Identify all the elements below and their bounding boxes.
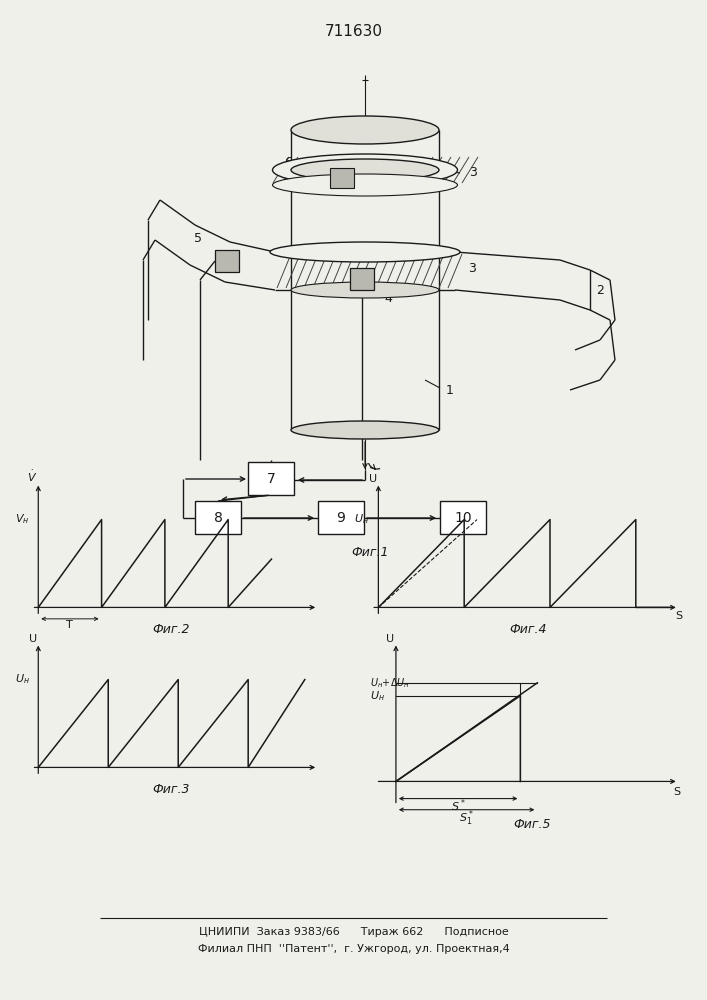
Text: Фиг.3: Фиг.3 (153, 783, 190, 796)
Text: U: U (29, 634, 37, 644)
Text: 3: 3 (469, 166, 477, 180)
Text: ЦНИИПИ  Заказ 9383/66      Тираж 662      Подписное: ЦНИИПИ Заказ 9383/66 Тираж 662 Подписное (199, 927, 509, 937)
Text: U: U (369, 474, 377, 484)
Text: S: S (675, 611, 682, 621)
Text: 5: 5 (194, 232, 202, 244)
Text: 10: 10 (454, 511, 472, 525)
Text: $U_н$: $U_н$ (354, 513, 369, 526)
Text: $V_н$: $V_н$ (16, 513, 30, 526)
Text: $\dot{V}$: $\dot{V}$ (27, 469, 37, 484)
Bar (440, 501, 486, 534)
Text: $U_н$: $U_н$ (15, 673, 30, 686)
Text: $S^*$: $S^*$ (450, 798, 466, 814)
Text: 7: 7 (267, 472, 275, 486)
Bar (215, 250, 239, 272)
Text: 8: 8 (214, 511, 223, 525)
Text: Филиал ПНП  ''Патент'',  г. Ужгород, ул. Проектная,4: Филиал ПНП ''Патент'', г. Ужгород, ул. П… (198, 944, 510, 954)
Text: 1: 1 (446, 383, 454, 396)
Text: U: U (385, 634, 394, 644)
Text: Фиг.2: Фиг.2 (153, 623, 190, 636)
Bar (350, 268, 374, 290)
Ellipse shape (291, 116, 439, 144)
Bar (330, 168, 354, 188)
Ellipse shape (270, 242, 460, 262)
Text: 4: 4 (384, 292, 392, 304)
Ellipse shape (291, 421, 439, 439)
Ellipse shape (291, 282, 439, 298)
Bar (318, 501, 364, 534)
Text: $U_н$$+$$\Delta U_н$: $U_н$$+$$\Delta U_н$ (370, 676, 410, 690)
Text: 2: 2 (596, 284, 604, 296)
Bar (248, 462, 294, 495)
Ellipse shape (272, 154, 457, 186)
Text: Фиг.5: Фиг.5 (513, 818, 551, 831)
Ellipse shape (272, 174, 457, 196)
Text: S: S (673, 787, 680, 797)
Text: 9: 9 (337, 511, 346, 525)
Text: T: T (66, 620, 73, 630)
Ellipse shape (291, 159, 439, 181)
Text: 6: 6 (284, 155, 292, 168)
Text: Фиг.1: Фиг.1 (351, 546, 389, 558)
Bar (195, 501, 241, 534)
Text: 711630: 711630 (325, 24, 383, 39)
Text: 3: 3 (468, 261, 476, 274)
Text: $U_н$: $U_н$ (370, 689, 385, 703)
Text: Фиг.4: Фиг.4 (510, 623, 547, 636)
Text: $S_1^*$: $S_1^*$ (459, 809, 474, 828)
